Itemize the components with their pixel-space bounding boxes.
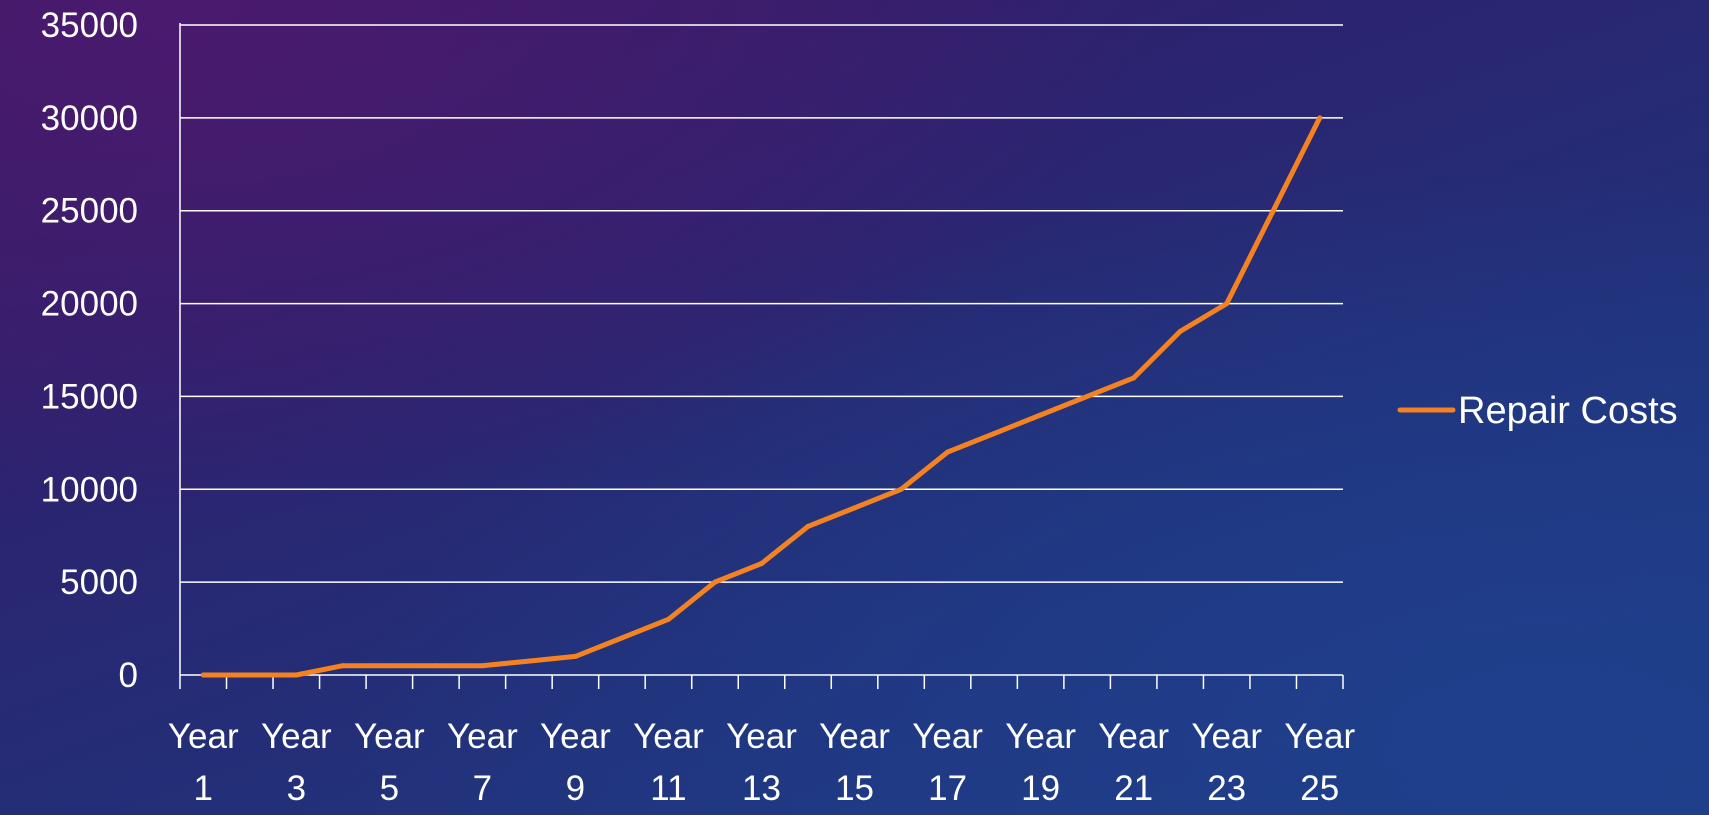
x-tick-label-number: 19 (1021, 769, 1060, 808)
x-tick-label-word: Year (261, 717, 332, 756)
data-point (898, 486, 904, 492)
data-point (247, 672, 253, 678)
legend: Repair Costs (1397, 390, 1678, 432)
data-point (991, 431, 997, 437)
x-tick-label-word: Year (633, 717, 704, 756)
x-tick-label-number: 17 (928, 769, 967, 808)
data-point (759, 561, 764, 567)
data-point (852, 505, 858, 511)
y-tick-label: 20000 (41, 285, 138, 324)
x-tick-label-word: Year (540, 717, 611, 756)
x-tick-label-number: 21 (1114, 769, 1153, 808)
x-tick-label-number: 7 (473, 769, 492, 808)
data-point (805, 523, 811, 529)
data-point (433, 663, 439, 669)
legend-label-repair-costs: Repair Costs (1458, 390, 1678, 432)
x-tick-label-number: 25 (1300, 769, 1339, 808)
y-tick-label: 30000 (41, 99, 138, 138)
data-point (572, 653, 578, 659)
gridlines (180, 24, 1343, 583)
x-tick-label-number: 3 (287, 769, 306, 808)
x-tick-label-word: Year (1098, 717, 1169, 756)
data-point (1177, 328, 1183, 334)
data-point (526, 658, 532, 664)
data-point (1038, 412, 1044, 418)
x-tick-label-number: 11 (650, 769, 686, 808)
data-point (479, 663, 485, 669)
y-axis-tick-labels: 0 5000 10000 15000 20000 25000 30000 35000 (41, 6, 138, 695)
data-point (1084, 393, 1090, 399)
axes (179, 23, 1344, 689)
data-point (340, 663, 346, 669)
x-axis-tick-labels: Year 1 Year 3 Year 5 Year 7 Year 9 Year 11 Year 13 Yea… (168, 717, 1356, 808)
x-tick-label-number: 1 (194, 769, 213, 808)
x-tick-label-word: Year (1191, 717, 1262, 756)
x-tick-label-number: 9 (566, 769, 585, 808)
y-tick-label: 15000 (41, 377, 138, 416)
data-point (619, 635, 625, 641)
x-tick-label-word: Year (1284, 717, 1355, 756)
y-tick-label: 35000 (41, 6, 138, 45)
data-point (1131, 375, 1137, 381)
y-tick-label: 10000 (41, 470, 138, 509)
data-point (293, 672, 299, 678)
data-point (200, 672, 206, 678)
data-point (945, 449, 951, 455)
y-tick-label: 25000 (41, 192, 138, 231)
x-tick-label-number: 13 (742, 769, 781, 808)
data-point (1270, 208, 1276, 214)
x-tick-label-word: Year (447, 717, 518, 756)
x-tick-label-word: Year (1005, 717, 1076, 756)
data-point (386, 663, 392, 669)
x-tick-label-word: Year (819, 717, 890, 756)
x-tick-label-number: 15 (835, 769, 874, 808)
x-tick-label-number: 5 (380, 769, 399, 808)
data-point (712, 579, 718, 585)
x-tick-label-word: Year (726, 717, 797, 756)
x-tick-label-number: 23 (1207, 769, 1246, 808)
x-tick-label-word: Year (912, 717, 983, 756)
series-group (200, 115, 1323, 678)
y-tick-label: 0 (119, 656, 138, 695)
data-point (1224, 301, 1230, 307)
y-tick-label: 5000 (60, 563, 138, 602)
data-point (665, 616, 671, 622)
data-point (1317, 115, 1323, 121)
x-tick-label-word: Year (168, 717, 239, 756)
x-tick-label-word: Year (354, 717, 425, 756)
